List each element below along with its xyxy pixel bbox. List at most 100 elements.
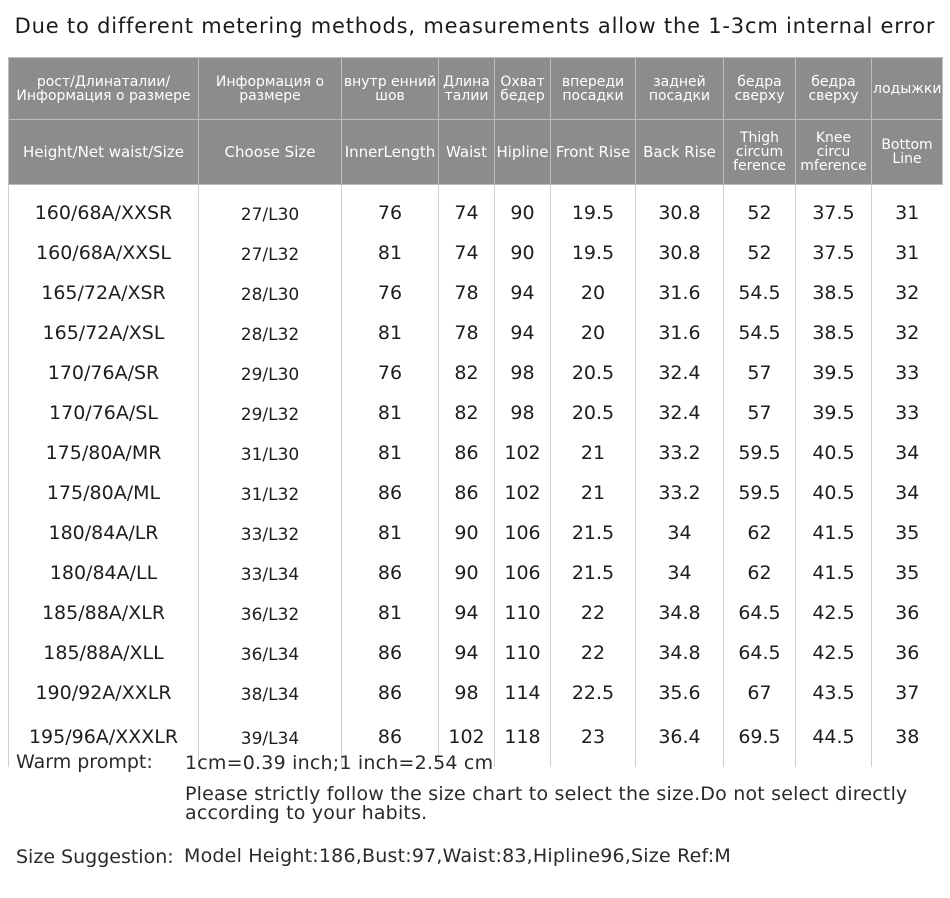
cell-waist: 90 — [438, 513, 495, 553]
cell-choose-size: 29/L32 — [198, 393, 342, 433]
header-ru-front-rise: впереди посадки — [550, 57, 636, 120]
table-row: 160/68A/XXSR 27/L30 76 74 90 19.5 30.8 52 37.5 31 — [8, 184, 943, 233]
cell-height-size: 185/88A/XLL — [8, 633, 199, 673]
table-row: 160/68A/XXSL 27/L32 81 74 90 19.5 30.8 52 37.5 31 — [8, 233, 943, 273]
cell-thigh: 64.5 — [723, 633, 796, 673]
page-title: Due to different metering methods, measu… — [14, 14, 936, 38]
cell-inner-length: 76 — [341, 353, 439, 393]
cell-inner-length: 86 — [341, 473, 439, 513]
cell-thigh: 62 — [723, 553, 796, 593]
cell-knee: 40.5 — [795, 473, 872, 513]
cell-choose-size: 31/L30 — [198, 433, 342, 473]
cell-bottom-line: 36 — [895, 602, 920, 624]
cell-waist: 82 — [438, 353, 495, 393]
cell-inner-length: 76 — [341, 184, 439, 233]
cell-back-rise: 32.4 — [635, 393, 724, 433]
header-en-height: Height/Net waist/Size — [8, 119, 199, 185]
cell-inner-length: 86 — [341, 713, 439, 767]
cell-bottom-line: 31 — [895, 242, 920, 264]
cell-choose-size: 27/L30 — [198, 184, 342, 233]
cell-back-rise: 34.8 — [635, 593, 724, 633]
table-row: 170/76A/SL 29/L32 81 82 98 20.5 32.4 57 39.5 33 — [8, 393, 943, 433]
cell-height-size: 160/68A/XXSL — [8, 233, 199, 273]
cell-bottom-line: 32 — [895, 322, 920, 344]
header-en-hipline: Hipline — [494, 119, 551, 185]
cell-height-size: 170/76A/SR — [8, 353, 199, 393]
header-en-waist: Waist — [438, 119, 495, 185]
cell-knee: 42.5 — [795, 593, 872, 633]
cell-thigh: 59.5 — [723, 433, 796, 473]
cell-thigh: 54.5 — [723, 313, 796, 353]
header-ru-waist: Длина талии — [438, 57, 495, 120]
cell-bottom-line: 34 — [895, 442, 920, 464]
cell-hipline: 102 — [494, 433, 551, 473]
cell-height-size: 165/72A/XSR — [8, 273, 199, 313]
table-row: 195/96A/XXXLR 39/L34 86 102 118 23 36.4 69.5 44.… — [8, 713, 943, 767]
cell-choose-size: 38/L34 — [198, 673, 342, 713]
cell-inner-length: 81 — [341, 393, 439, 433]
cell-front-rise: 21 — [550, 433, 636, 473]
cell-back-rise: 30.8 — [635, 184, 724, 233]
cell-inner-length: 81 — [341, 233, 439, 273]
cell-hipline: 106 — [494, 513, 551, 553]
cell-knee: 42.5 — [795, 633, 872, 673]
header-en-inner-length: InnerLength — [341, 119, 439, 185]
cell-knee: 37.5 — [795, 233, 872, 273]
cell-knee: 39.5 — [795, 393, 872, 433]
cell-waist: 94 — [438, 633, 495, 673]
cell-hipline: 90 — [494, 184, 551, 233]
cell-choose-size: 31/L32 — [198, 473, 342, 513]
cell-back-rise: 36.4 — [635, 713, 724, 767]
header-ru-back-rise: задней посадки — [635, 57, 724, 120]
cell-hipline: 98 — [494, 353, 551, 393]
header-row-russian: рост/Длинаталии/Информация о размере Инф… — [8, 57, 943, 120]
table-row: 170/76A/SR 29/L30 76 82 98 20.5 32.4 57 39.5 33 — [8, 353, 943, 393]
cell-thigh: 52 — [723, 233, 796, 273]
cell-front-rise: 22.5 — [550, 673, 636, 713]
cell-choose-size: 36/L34 — [198, 633, 342, 673]
cell-height-size: 190/92A/XXLR — [8, 673, 199, 713]
cell-back-rise: 31.6 — [635, 273, 724, 313]
cell-choose-size: 28/L32 — [198, 313, 342, 353]
cell-front-rise: 20.5 — [550, 353, 636, 393]
cell-waist: 102 — [438, 713, 495, 767]
cell-hipline: 94 — [494, 313, 551, 353]
cell-inner-length: 81 — [341, 313, 439, 353]
cell-choose-size: 39/L34 — [198, 713, 342, 767]
header-en-thigh: Thigh circum ference — [723, 119, 796, 185]
cell-front-rise: 20 — [550, 313, 636, 353]
cell-knee: 38.5 — [795, 273, 872, 313]
cell-front-rise: 21.5 — [550, 553, 636, 593]
cell-height-size: 180/84A/LR — [8, 513, 199, 553]
cell-bottom-line: 31 — [895, 202, 920, 224]
cell-choose-size: 28/L30 — [198, 273, 342, 313]
cell-hipline: 98 — [494, 393, 551, 433]
cell-height-size: 175/80A/MR — [8, 433, 199, 473]
cell-waist: 86 — [438, 473, 495, 513]
cell-front-rise: 22 — [550, 593, 636, 633]
cell-front-rise: 21.5 — [550, 513, 636, 553]
cell-choose-size: 33/L34 — [198, 553, 342, 593]
cell-choose-size: 36/L32 — [198, 593, 342, 633]
cell-back-rise: 30.8 — [635, 233, 724, 273]
table-row: 165/72A/XSR 28/L30 76 78 94 20 31.6 54.5 38.5 32 — [8, 273, 943, 313]
cell-height-size: 165/72A/XSL — [8, 313, 199, 353]
cell-front-rise: 19.5 — [550, 233, 636, 273]
cell-thigh: 57 — [723, 393, 796, 433]
cell-inner-length: 86 — [341, 673, 439, 713]
cell-thigh: 57 — [723, 353, 796, 393]
header-row-english: Height/Net waist/Size Choose Size InnerL… — [8, 119, 943, 185]
cell-inner-length: 81 — [341, 513, 439, 553]
cell-waist: 98 — [438, 673, 495, 713]
cell-knee: 41.5 — [795, 553, 872, 593]
cell-back-rise: 34.8 — [635, 633, 724, 673]
cell-waist: 86 — [438, 433, 495, 473]
cell-knee: 41.5 — [795, 513, 872, 553]
cell-knee: 43.5 — [795, 673, 872, 713]
header-en-size: Choose Size — [198, 119, 342, 185]
cell-inner-length: 86 — [341, 633, 439, 673]
cell-waist: 74 — [438, 233, 495, 273]
cell-bottom-line: 34 — [895, 482, 920, 504]
cell-hipline: 106 — [494, 553, 551, 593]
cell-choose-size: 29/L30 — [198, 353, 342, 393]
